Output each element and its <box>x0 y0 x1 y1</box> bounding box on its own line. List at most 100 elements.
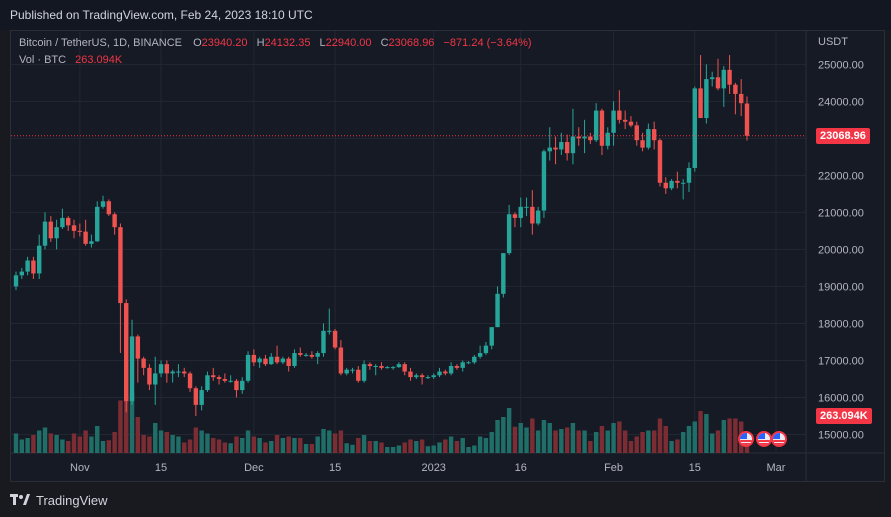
volume-bar <box>245 430 251 453</box>
volume-bar <box>367 441 373 453</box>
volume-bar <box>727 418 732 453</box>
volume-bar <box>454 441 460 453</box>
volume-bar <box>524 427 529 453</box>
candle-body <box>100 201 106 207</box>
y-tick-label: 15000.00 <box>818 429 864 441</box>
volume-bar <box>274 435 280 453</box>
legend-volume-row: Vol · BTC 263.094K <box>19 52 532 69</box>
us-flag-event-icon[interactable] <box>771 431 787 447</box>
volume-bar <box>66 441 71 453</box>
candle-body <box>535 210 541 224</box>
legend-high-label: H <box>256 37 265 49</box>
candle-body <box>443 371 448 374</box>
volume-bar <box>437 442 442 453</box>
y-tick-label: 22000.00 <box>818 170 864 182</box>
last-price-tag: 23068.96 <box>816 127 870 144</box>
volume-bar <box>321 429 326 453</box>
candle-body <box>588 136 593 141</box>
candle-body <box>147 367 152 385</box>
candle-body <box>680 182 686 184</box>
candle-body <box>634 125 639 141</box>
candle-body <box>576 136 581 139</box>
y-tick-label: 24000.00 <box>818 96 864 108</box>
candle-body <box>593 110 599 141</box>
volume-bar <box>118 400 123 453</box>
volume-bar <box>211 438 216 453</box>
volume-bar <box>153 423 158 453</box>
volume-bar <box>112 432 117 453</box>
candle-body <box>222 378 228 381</box>
chart-panel[interactable]: 15000.00 16000.00 17000.00 18000.00 19000.00… <box>10 30 885 482</box>
volume-bar <box>31 435 36 453</box>
legend-close-label: C <box>380 37 389 49</box>
volume-bar <box>692 421 697 453</box>
candlestick-chart[interactable]: 15000.00 16000.00 17000.00 18000.00 19000.00… <box>11 31 884 481</box>
candle-body <box>176 371 181 373</box>
candle-body <box>286 358 291 367</box>
candle-body <box>187 373 193 389</box>
candle-body <box>721 69 726 89</box>
volume-bar <box>19 439 25 453</box>
candle-body <box>60 217 65 228</box>
volume-bar <box>686 426 692 453</box>
chart-legend: Bitcoin / TetherUS, 1D, BINANCE O23940.2… <box>19 35 532 69</box>
volume-bar <box>193 427 199 453</box>
volume-bar <box>298 438 303 453</box>
volume-bar <box>553 430 558 453</box>
candle-body <box>89 241 94 244</box>
candle-body <box>715 77 721 89</box>
volume-bar <box>414 441 419 453</box>
candle-body <box>42 221 48 246</box>
y-axis-unit: USDT <box>818 36 848 48</box>
candle-body <box>709 77 715 80</box>
volume-bar <box>83 430 88 453</box>
volume-bar <box>472 445 477 453</box>
volume-bar <box>89 436 94 453</box>
candle-body <box>350 369 355 371</box>
x-tick-label: 15 <box>689 462 701 474</box>
candle-body <box>512 214 518 218</box>
candle-body <box>367 364 373 367</box>
volume-bar <box>71 433 77 453</box>
volume-bar <box>263 442 268 453</box>
volume-bar <box>460 438 465 453</box>
candle-body <box>356 369 361 381</box>
x-tick-label: Dec <box>244 462 264 474</box>
us-flag-event-icon[interactable] <box>756 431 772 447</box>
footer-brand[interactable]: TradingView <box>10 490 108 510</box>
candle-body <box>257 358 262 363</box>
candle-body <box>472 356 477 363</box>
tradingview-logo-icon <box>10 494 30 505</box>
x-tick-label: 15 <box>329 462 341 474</box>
candle-body <box>216 377 222 379</box>
volume-bar <box>205 433 210 453</box>
candle-body <box>309 354 315 357</box>
candle-body <box>564 142 570 154</box>
candle-body <box>501 253 506 294</box>
volume-bar <box>408 439 413 453</box>
candle-body <box>321 330 326 354</box>
volume-bar <box>733 418 738 453</box>
last-volume-tag: 263.094K <box>816 408 872 424</box>
candle-body <box>66 217 71 226</box>
volume-bar <box>251 436 257 453</box>
volume-bar <box>599 426 605 453</box>
volume-bar <box>651 430 657 453</box>
candle-body <box>269 356 274 365</box>
us-flag-event-icon[interactable] <box>738 431 754 447</box>
y-tick-label: 19000.00 <box>818 281 864 293</box>
candle-body <box>193 388 199 405</box>
candle-body <box>686 167 692 183</box>
volume-bar <box>182 442 187 453</box>
candle-body <box>13 275 19 287</box>
volume-bar <box>431 445 436 453</box>
candle-body <box>106 201 112 215</box>
legend-high-value: 24132.35 <box>264 37 311 49</box>
candle-body <box>437 371 442 376</box>
candle-body <box>582 136 587 139</box>
volume-bar <box>483 438 489 453</box>
volume-bar <box>709 433 715 453</box>
y-tick-label: 16000.00 <box>818 392 864 404</box>
candle-body <box>251 354 257 363</box>
volume-bar <box>448 436 454 453</box>
